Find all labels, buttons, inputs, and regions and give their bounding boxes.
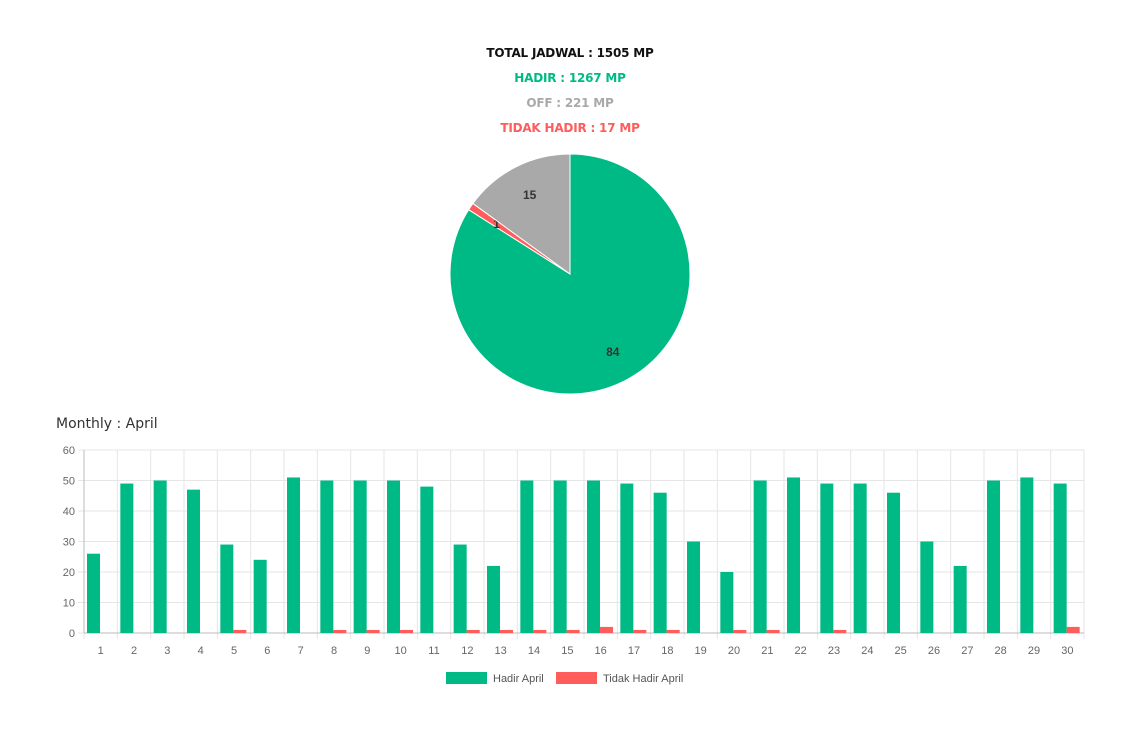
x-tick-label: 17 (628, 645, 640, 657)
bar-hadir-day-14[interactable] (520, 480, 534, 634)
x-tick-label: 10 (395, 645, 407, 657)
x-tick-label: 1 (98, 645, 104, 657)
bar-tidak-hadir-day-30[interactable] (1066, 626, 1080, 633)
bar-hadir-day-2[interactable] (120, 483, 134, 633)
bar-tidak-hadir-day-12[interactable] (466, 629, 480, 633)
bar-hadir-day-11[interactable] (420, 486, 434, 633)
x-tick-label: 20 (728, 645, 740, 657)
y-tick-label: 40 (63, 506, 75, 518)
bar-tidak-hadir-day-10[interactable] (400, 629, 413, 633)
total-schedule-label: TOTAL JADWAL : 1505 MP (486, 46, 654, 60)
legend-label-tidak-hadir[interactable]: Tidak Hadir April (603, 673, 683, 685)
x-tick-label: 12 (461, 645, 473, 657)
bar-hadir-day-20[interactable] (720, 572, 734, 633)
x-tick-label: 22 (795, 645, 807, 657)
bar-tidak-hadir-day-21[interactable] (766, 629, 780, 633)
bar-tidak-hadir-day-20[interactable] (733, 629, 747, 633)
bar-hadir-day-29[interactable] (1020, 477, 1034, 633)
x-tick-label: 3 (164, 645, 170, 657)
bar-hadir-day-17[interactable] (620, 483, 634, 633)
bar-tidak-hadir-day-14[interactable] (533, 629, 547, 633)
attendance-summary: TOTAL JADWAL : 1505 MP HADIR : 1267 MP O… (0, 44, 1140, 144)
off-count-label: OFF : 221 MP (526, 96, 614, 110)
bar-hadir-day-28[interactable] (987, 480, 1000, 634)
y-tick-label: 0 (69, 628, 75, 640)
x-tick-label: 4 (198, 645, 204, 657)
x-tick-label: 23 (828, 645, 840, 657)
bar-hadir-day-6[interactable] (253, 559, 267, 633)
bar-tidak-hadir-day-9[interactable] (366, 629, 380, 633)
bar-hadir-day-16[interactable] (587, 480, 600, 634)
bar-tidak-hadir-day-15[interactable] (566, 629, 580, 633)
bar-tidak-hadir-day-5[interactable] (233, 629, 247, 633)
legend-label-hadir[interactable]: Hadir April (493, 673, 544, 685)
bar-tidak-hadir-day-13[interactable] (500, 629, 513, 633)
x-tick-label: 26 (928, 645, 940, 657)
legend-swatch-tidak-hadir[interactable] (556, 672, 597, 684)
bar-hadir-day-22[interactable] (787, 477, 800, 633)
y-tick-label: 30 (63, 537, 75, 549)
bar-hadir-day-18[interactable] (653, 492, 667, 633)
y-tick-label: 50 (63, 476, 75, 488)
attendance-pie-chart: 84 1 15 (449, 153, 691, 395)
bar-hadir-day-7[interactable] (287, 477, 300, 633)
x-tick-label: 16 (595, 645, 607, 657)
x-tick-label: 18 (661, 645, 673, 657)
bar-tidak-hadir-day-23[interactable] (833, 629, 847, 633)
bar-hadir-day-15[interactable] (553, 480, 567, 634)
x-tick-label: 5 (231, 645, 237, 657)
x-tick-label: 30 (1061, 645, 1073, 657)
x-tick-label: 14 (528, 645, 540, 657)
x-tick-label: 7 (298, 645, 304, 657)
y-tick-label: 20 (63, 567, 75, 579)
x-tick-label: 11 (428, 645, 439, 657)
bar-hadir-day-5[interactable] (220, 544, 234, 633)
bar-hadir-day-4[interactable] (187, 489, 200, 633)
bar-tidak-hadir-day-8[interactable] (333, 629, 347, 633)
bar-hadir-day-30[interactable] (1053, 483, 1067, 633)
y-tick-label: 10 (63, 598, 75, 610)
absent-count-label: TIDAK HADIR : 17 MP (500, 121, 640, 135)
pie-label-tidak-hadir: 1 (493, 217, 500, 231)
x-tick-label: 28 (995, 645, 1007, 657)
x-tick-label: 13 (495, 645, 507, 657)
x-tick-label: 6 (264, 645, 270, 657)
x-tick-label: 27 (961, 645, 973, 657)
x-tick-label: 9 (364, 645, 370, 657)
bar-hadir-day-23[interactable] (820, 483, 834, 633)
bar-hadir-day-25[interactable] (887, 492, 900, 633)
x-tick-label: 25 (895, 645, 907, 657)
x-tick-label: 21 (761, 645, 773, 657)
pie-slice-off[interactable] (472, 153, 571, 275)
x-tick-label: 2 (131, 645, 137, 657)
bar-tidak-hadir-day-18[interactable] (666, 629, 680, 633)
present-count-label: HADIR : 1267 MP (514, 71, 626, 85)
pie-label-off: 15 (523, 188, 537, 202)
bar-hadir-day-13[interactable] (487, 565, 500, 633)
bar-hadir-day-19[interactable] (687, 541, 700, 634)
x-tick-label: 8 (331, 645, 337, 657)
y-tick-label: 60 (63, 445, 75, 457)
x-tick-label: 24 (861, 645, 873, 657)
x-tick-label: 19 (695, 645, 707, 657)
bar-hadir-day-21[interactable] (753, 480, 767, 634)
bar-hadir-day-24[interactable] (853, 483, 867, 633)
bar-tidak-hadir-day-17[interactable] (633, 629, 647, 633)
bar-hadir-day-3[interactable] (153, 480, 167, 634)
legend-swatch-hadir[interactable] (446, 672, 487, 684)
x-tick-label: 15 (561, 645, 573, 657)
bar-hadir-day-1[interactable] (87, 553, 100, 633)
x-tick-label: 29 (1028, 645, 1040, 657)
bar-hadir-day-26[interactable] (920, 541, 934, 634)
monthly-chart-title: Monthly : April (56, 416, 158, 432)
bar-hadir-day-12[interactable] (453, 544, 467, 633)
bar-hadir-day-27[interactable] (953, 565, 967, 633)
bar-tidak-hadir-day-16[interactable] (600, 626, 613, 633)
bar-hadir-day-10[interactable] (387, 480, 400, 634)
bar-hadir-day-9[interactable] (353, 480, 367, 634)
pie-label-hadir: 84 (606, 345, 620, 359)
bar-hadir-day-8[interactable] (320, 480, 334, 634)
